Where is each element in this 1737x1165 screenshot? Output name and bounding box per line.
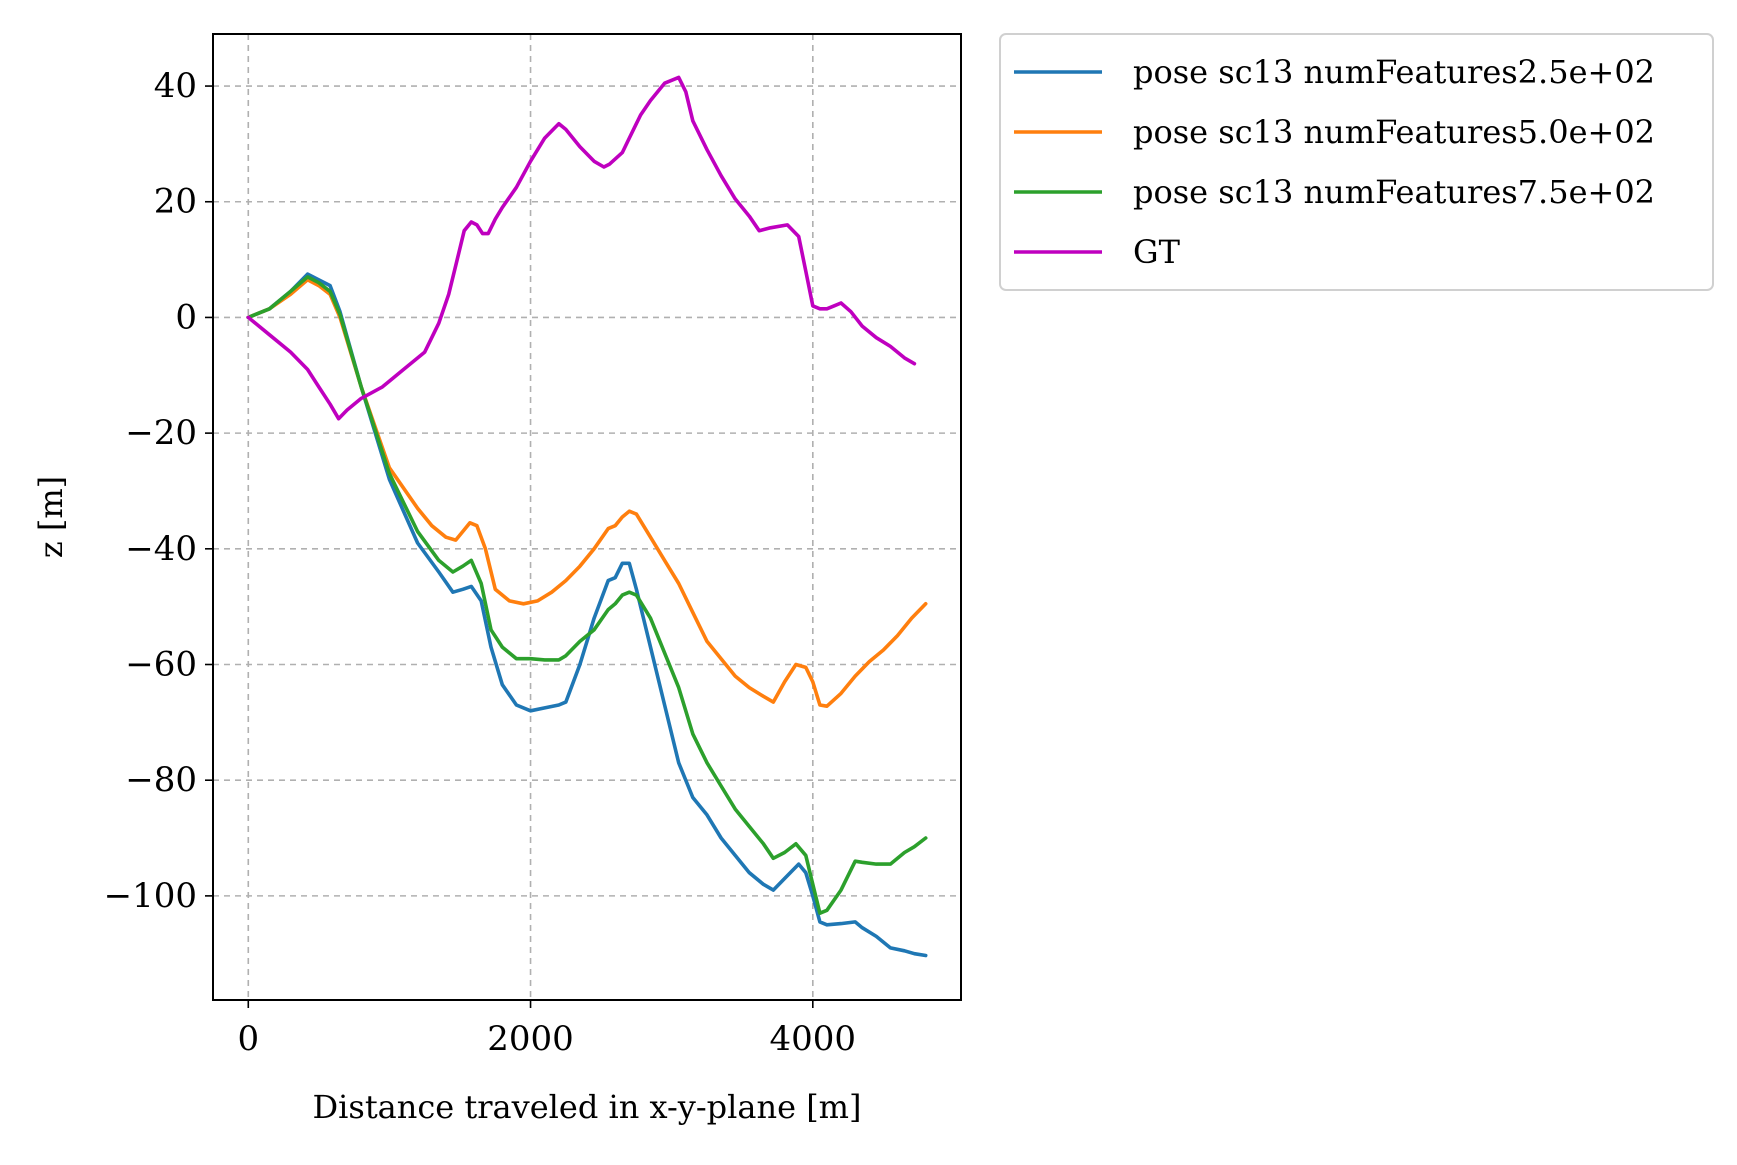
legend-label: pose sc13 numFeatures5.0e+02 xyxy=(1133,113,1655,151)
x-tick-label: 4000 xyxy=(770,1019,857,1059)
legend: pose sc13 numFeatures2.5e+02 pose sc13 nu… xyxy=(999,33,1714,291)
legend-label: pose sc13 numFeatures2.5e+02 xyxy=(1133,53,1655,91)
x-tick-label: 0 xyxy=(237,1019,259,1059)
x-tick-label: 2000 xyxy=(487,1019,574,1059)
y-tick-label: −80 xyxy=(125,760,197,800)
x-axis-label: Distance traveled in x-y-plane [m] xyxy=(313,1088,862,1126)
legend-label: pose sc13 numFeatures7.5e+02 xyxy=(1133,173,1655,211)
y-tick-label: 40 xyxy=(154,66,197,106)
series-line-3 xyxy=(246,275,928,916)
series-line-2 xyxy=(246,277,928,709)
legend-label: GT xyxy=(1133,233,1181,271)
plot-frame xyxy=(212,33,962,1001)
series-line-1 xyxy=(246,272,928,958)
series-line-4 xyxy=(246,75,917,421)
y-tick-label: −60 xyxy=(125,645,197,685)
axis-ticks: 0 2000 4000 40 20 0 −20 −40 −60 −80 −100 xyxy=(104,66,856,1059)
legend-box xyxy=(999,33,1714,291)
series-lines xyxy=(246,75,928,958)
y-tick-label: −20 xyxy=(125,413,197,453)
y-tick-label: 0 xyxy=(175,297,197,337)
y-tick-label: 20 xyxy=(154,182,197,222)
y-tick-label: −100 xyxy=(104,876,197,916)
grid xyxy=(213,34,961,1000)
y-tick-label: −40 xyxy=(125,529,197,569)
y-axis-label: z [m] xyxy=(32,476,70,558)
